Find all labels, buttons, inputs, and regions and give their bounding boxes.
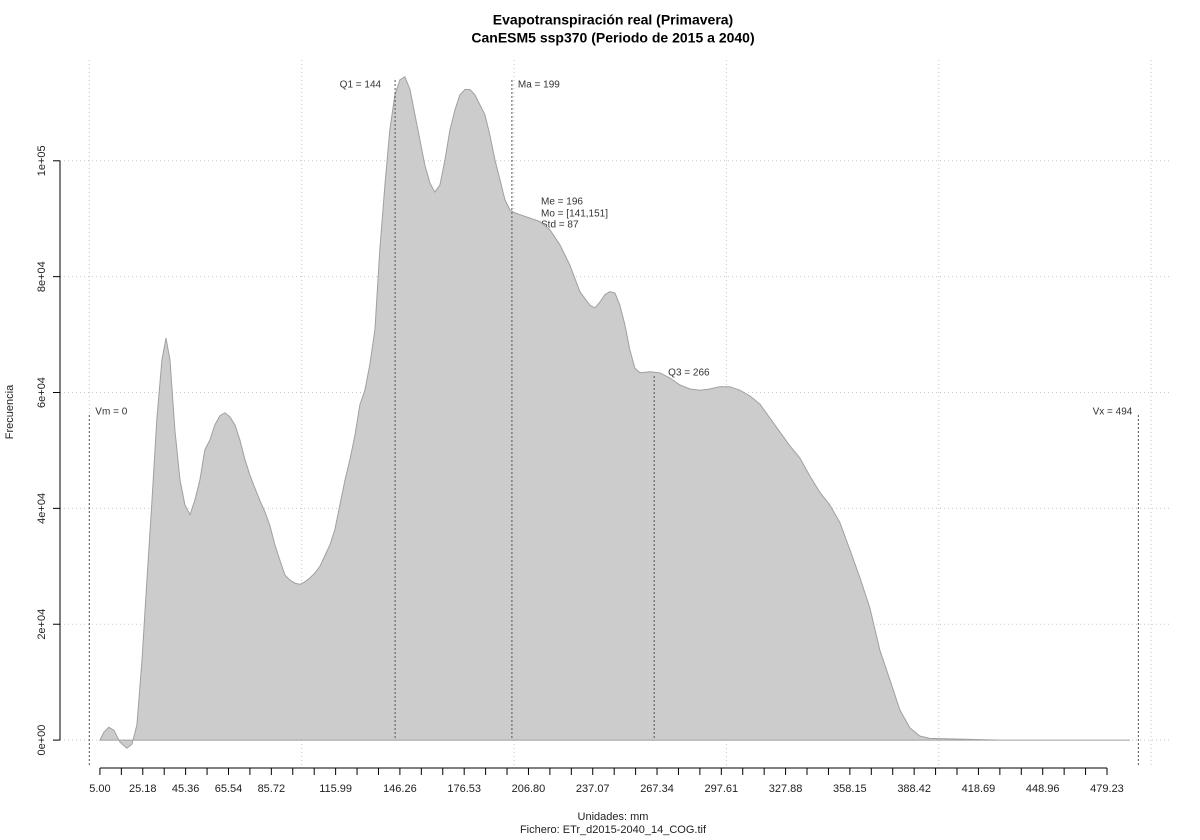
stat-label: Vx = 494 <box>1093 407 1133 418</box>
x-tick-label: 418.69 <box>962 783 996 795</box>
x-tick-label: 176.53 <box>447 783 481 795</box>
x-tick-label: 237.07 <box>576 783 610 795</box>
x-tick-label: 206.80 <box>512 783 546 795</box>
y-tick-label: 8e+04 <box>36 261 48 292</box>
y-tick-label: 0e+00 <box>36 725 48 756</box>
x-tick-label: 327.88 <box>769 783 803 795</box>
x-tick-label: 65.54 <box>215 783 243 795</box>
x-tick-label: 388.42 <box>897 783 931 795</box>
chart-title: Evapotranspiración real (Primavera) <box>493 12 733 28</box>
stat-label: Ma = 199 <box>518 80 560 91</box>
x-tick-label: 267.34 <box>640 783 674 795</box>
density-area <box>99 76 1130 749</box>
x-tick-label: 146.26 <box>383 783 417 795</box>
x-tick-label: 85.72 <box>258 783 286 795</box>
y-tick-label: 1e+05 <box>36 145 48 176</box>
x-tick-label: 25.18 <box>129 783 157 795</box>
x-tick-label: 5.00 <box>89 783 110 795</box>
y-axis-label: Frecuencia <box>4 384 16 439</box>
x-tick-label: 297.61 <box>704 783 738 795</box>
annotation: Mo = [141,151] <box>541 209 608 220</box>
x-axis-label: Unidades: mm <box>578 811 649 823</box>
stat-label: Q3 = 266 <box>668 368 710 379</box>
x-tick-label: 115.99 <box>319 783 352 795</box>
annotation: Std = 87 <box>541 220 579 231</box>
annotation: Me = 196 <box>541 197 583 208</box>
chart-subtitle: CanESM5 ssp370 (Periodo de 2015 a 2040) <box>471 30 754 46</box>
x-tick-label: 358.15 <box>833 783 867 795</box>
stat-label: Q1 = 144 <box>340 80 382 91</box>
x-tick-label: 479.23 <box>1090 783 1124 795</box>
y-tick-label: 2e+04 <box>36 609 48 640</box>
x-tick-label: 448.96 <box>1026 783 1060 795</box>
y-tick-label: 6e+04 <box>36 377 48 408</box>
y-tick-label: 4e+04 <box>36 493 48 524</box>
stat-label: Vm = 0 <box>95 407 127 418</box>
footer: Fichero: ETr_d2015-2040_14_COG.tif <box>520 824 707 836</box>
x-tick-label: 45.36 <box>172 783 200 795</box>
